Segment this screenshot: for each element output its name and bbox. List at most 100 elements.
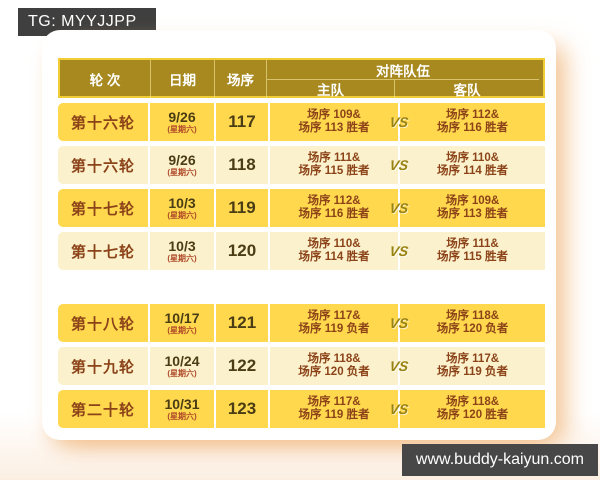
website-badge: www.buddy-kaiyun.com <box>401 444 598 476</box>
vs-label: VS <box>388 358 410 374</box>
away-team-line1: 场序 117& <box>445 353 500 365</box>
table-row: 第十七轮 10/3 (星期六) 120 场序 110& 场序 114 胜者 场序… <box>58 232 545 270</box>
home-team-line2: 场序 119 负者 <box>298 323 370 335</box>
home-team-line1: 场序 110& <box>307 238 361 250</box>
date-cell: 10/17 (星期六) <box>150 304 214 342</box>
schedule-card: 轮 次 日期 场序 对阵队伍 主队 客队 第十六轮 9/26 (星期六) 117… <box>42 30 556 440</box>
home-team-line1: 场序 109& <box>307 109 361 121</box>
round-cell: 第二十轮 <box>58 390 148 428</box>
schedule-table: 轮 次 日期 场序 对阵队伍 主队 客队 第十六轮 9/26 (星期六) 117… <box>58 58 545 428</box>
home-team-line1: 场序 112& <box>307 195 361 207</box>
header-home-team: 主队 <box>266 79 394 98</box>
vs-label: VS <box>388 315 410 331</box>
home-team-cell: 场序 118& 场序 120 负者 <box>270 347 398 385</box>
home-team-cell: 场序 110& 场序 114 胜者 <box>270 232 398 270</box>
home-team-line2: 场序 114 胜者 <box>298 251 370 263</box>
round-cell: 第十八轮 <box>58 304 148 342</box>
away-team-line2: 场序 113 胜者 <box>437 208 508 220</box>
away-team-line1: 场序 118& <box>445 396 500 408</box>
weekday-label: (星期六) <box>167 168 197 177</box>
away-team-line1: 场序 118& <box>445 310 500 322</box>
home-team-line1: 场序 118& <box>307 353 361 365</box>
date-value: 10/17 <box>164 310 200 326</box>
away-team-line2: 场序 120 胜者 <box>436 409 509 421</box>
round-cell: 第十六轮 <box>58 146 148 184</box>
header-date: 日期 <box>150 60 214 98</box>
vs-label: VS <box>388 157 410 173</box>
table-row: 第二十轮 10/31 (星期六) 123 场序 117& 场序 119 胜者 场… <box>58 390 545 428</box>
home-team-cell: 场序 112& 场序 116 胜者 <box>270 189 398 227</box>
date-value: 10/3 <box>168 195 196 211</box>
table-row: 第十九轮 10/24 (星期六) 122 场序 118& 场序 120 负者 场… <box>58 347 545 385</box>
away-team-cell: 场序 111& 场序 115 胜者 <box>400 232 545 270</box>
away-team-line1: 场序 112& <box>445 109 500 121</box>
vs-label: VS <box>388 200 410 216</box>
table-row: 第十六轮 9/26 (星期六) 117 场序 109& 场序 113 胜者 场序… <box>58 103 545 141</box>
home-team-line2: 场序 120 负者 <box>298 366 370 378</box>
table-row: 第十七轮 10/3 (星期六) 119 场序 112& 场序 116 胜者 场序… <box>58 189 545 227</box>
date-value: 10/31 <box>164 396 200 412</box>
date-cell: 10/31 (星期六) <box>150 390 214 428</box>
away-team-line2: 场序 120 负者 <box>436 323 509 335</box>
away-team-line2: 场序 115 胜者 <box>437 251 508 263</box>
away-team-line1: 场序 109& <box>445 195 500 207</box>
away-team-line2: 场序 119 负者 <box>437 366 508 378</box>
home-team-line2: 场序 113 胜者 <box>298 122 370 134</box>
home-team-line1: 场序 117& <box>307 310 361 322</box>
weekday-label: (星期六) <box>167 326 197 335</box>
match-number-cell: 122 <box>216 347 268 385</box>
away-team-line2: 场序 116 胜者 <box>437 122 508 134</box>
header-matchup: 对阵队伍 <box>266 60 539 79</box>
round-cell: 第十七轮 <box>58 189 148 227</box>
vs-label: VS <box>388 401 410 417</box>
weekday-label: (星期六) <box>167 125 197 134</box>
away-team-cell: 场序 117& 场序 119 负者 <box>400 347 545 385</box>
home-team-line1: 场序 117& <box>307 396 361 408</box>
away-team-line1: 场序 110& <box>445 152 500 164</box>
home-team-line2: 场序 119 胜者 <box>298 409 370 421</box>
weekday-label: (星期六) <box>167 412 197 421</box>
away-team-line1: 场序 111& <box>446 238 499 250</box>
away-team-cell: 场序 118& 场序 120 胜者 <box>400 390 545 428</box>
header-match-number: 场序 <box>214 60 266 98</box>
round-cell: 第十九轮 <box>58 347 148 385</box>
header-away-team: 客队 <box>394 79 539 98</box>
weekday-label: (星期六) <box>167 211 197 220</box>
home-team-line2: 场序 115 胜者 <box>298 165 370 177</box>
table-row: 第十八轮 10/17 (星期六) 121 场序 117& 场序 119 负者 场… <box>58 304 545 342</box>
round-cell: 第十六轮 <box>58 103 148 141</box>
vs-label: VS <box>388 114 410 130</box>
website-url: www.buddy-kaiyun.com <box>415 451 584 468</box>
match-number-cell: 120 <box>216 232 268 270</box>
vs-label: VS <box>388 243 410 259</box>
date-cell: 9/26 (星期六) <box>150 146 214 184</box>
date-cell: 10/3 (星期六) <box>150 232 214 270</box>
away-team-cell: 场序 110& 场序 114 胜者 <box>400 146 545 184</box>
match-number-cell: 121 <box>216 304 268 342</box>
weekday-label: (星期六) <box>167 369 197 378</box>
away-team-line2: 场序 114 胜者 <box>437 165 508 177</box>
date-cell: 9/26 (星期六) <box>150 103 214 141</box>
date-value: 9/26 <box>168 152 196 168</box>
date-value: 10/3 <box>168 238 196 254</box>
home-team-cell: 场序 111& 场序 115 胜者 <box>270 146 398 184</box>
tg-handle-text: TG: MYYJJPP <box>28 13 137 30</box>
home-team-cell: 场序 109& 场序 113 胜者 <box>270 103 398 141</box>
home-team-cell: 场序 117& 场序 119 胜者 <box>270 390 398 428</box>
weekday-label: (星期六) <box>167 254 197 263</box>
home-team-cell: 场序 117& 场序 119 负者 <box>270 304 398 342</box>
group-spacer <box>58 275 545 299</box>
away-team-cell: 场序 112& 场序 116 胜者 <box>400 103 545 141</box>
away-team-cell: 场序 109& 场序 113 胜者 <box>400 189 545 227</box>
match-number-cell: 117 <box>216 103 268 141</box>
match-number-cell: 119 <box>216 189 268 227</box>
match-number-cell: 118 <box>216 146 268 184</box>
round-cell: 第十七轮 <box>58 232 148 270</box>
date-cell: 10/24 (星期六) <box>150 347 214 385</box>
away-team-cell: 场序 118& 场序 120 负者 <box>400 304 545 342</box>
date-value: 10/24 <box>164 353 200 369</box>
date-value: 9/26 <box>168 109 196 125</box>
home-team-line2: 场序 116 胜者 <box>298 208 370 220</box>
table-header: 轮 次 日期 场序 对阵队伍 主队 客队 <box>58 58 545 98</box>
home-team-line1: 场序 111& <box>307 152 361 164</box>
